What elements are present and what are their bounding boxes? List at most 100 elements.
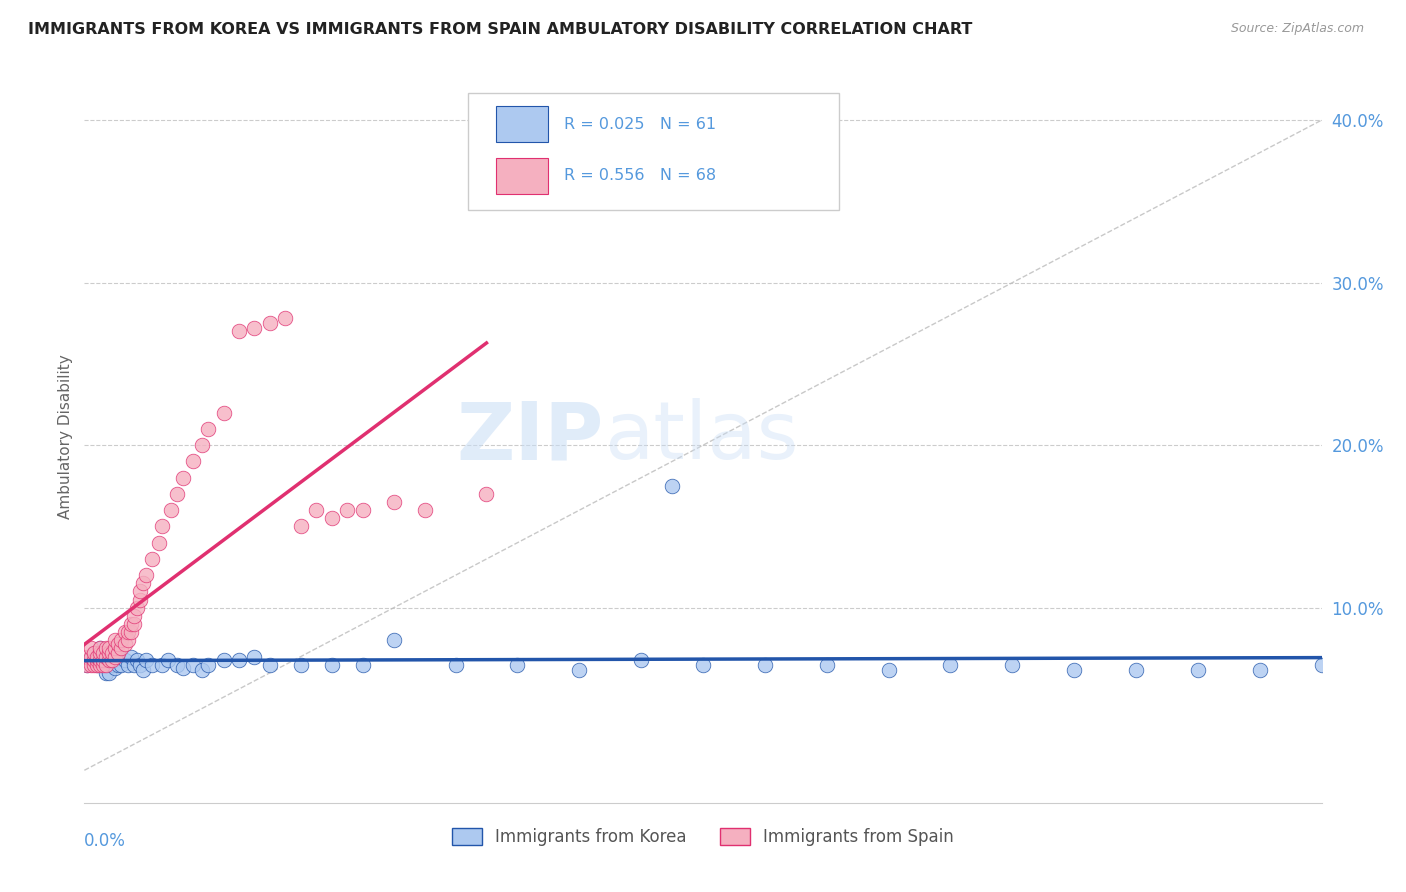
Point	[86, 657, 108, 672]
Y-axis label: Ambulatory Disability: Ambulatory Disability	[58, 355, 73, 519]
FancyBboxPatch shape	[496, 106, 548, 143]
Point	[101, 653, 124, 667]
Point	[101, 657, 124, 672]
Point	[197, 422, 219, 436]
Point	[352, 657, 374, 672]
Point	[125, 653, 148, 667]
Point	[83, 653, 105, 667]
Point	[104, 661, 127, 675]
Point	[91, 646, 114, 660]
Point	[107, 636, 129, 650]
Point	[181, 454, 204, 468]
Point	[120, 649, 142, 664]
Point	[132, 663, 155, 677]
Point	[172, 661, 194, 675]
Point	[1187, 663, 1209, 677]
Point	[135, 653, 157, 667]
Point	[129, 584, 152, 599]
Point	[117, 633, 139, 648]
Point	[135, 568, 157, 582]
Point	[89, 646, 111, 660]
Point	[150, 519, 173, 533]
Point	[305, 503, 328, 517]
Point	[104, 653, 127, 667]
Text: ZIP: ZIP	[457, 398, 605, 476]
Point	[156, 653, 179, 667]
Point	[104, 641, 127, 656]
Point	[1001, 657, 1024, 672]
Point	[83, 646, 105, 660]
Point	[132, 576, 155, 591]
Point	[94, 665, 117, 680]
Point	[877, 663, 900, 677]
Point	[141, 657, 163, 672]
Point	[122, 608, 145, 623]
Point	[506, 657, 529, 672]
Point	[290, 519, 312, 533]
Point	[212, 406, 235, 420]
Point	[110, 633, 132, 648]
Point	[91, 653, 114, 667]
Point	[114, 653, 136, 667]
Point	[259, 657, 281, 672]
Point	[129, 657, 152, 672]
Point	[939, 657, 962, 672]
Point	[98, 653, 121, 667]
Point	[160, 503, 183, 517]
Point	[98, 665, 121, 680]
Point	[382, 633, 405, 648]
Point	[568, 663, 591, 677]
Point	[98, 641, 121, 656]
Point	[191, 663, 214, 677]
Point	[197, 657, 219, 672]
Point	[110, 657, 132, 672]
Point	[79, 649, 101, 664]
Point	[98, 646, 121, 660]
Point	[166, 657, 188, 672]
Point	[83, 657, 105, 672]
Point	[120, 625, 142, 640]
Point	[94, 657, 117, 672]
Point	[243, 321, 266, 335]
Text: R = 0.025   N = 61: R = 0.025 N = 61	[564, 117, 716, 132]
Point	[754, 657, 776, 672]
Point	[76, 649, 98, 664]
Point	[89, 641, 111, 656]
Point	[148, 535, 170, 549]
Point	[76, 657, 98, 672]
Text: 0.0%: 0.0%	[84, 832, 127, 850]
Point	[352, 503, 374, 517]
Point	[141, 552, 163, 566]
Point	[259, 316, 281, 330]
Point	[1310, 657, 1333, 672]
Point	[1125, 663, 1147, 677]
Point	[101, 646, 124, 660]
Point	[79, 641, 101, 656]
Point	[630, 653, 652, 667]
Point	[94, 649, 117, 664]
FancyBboxPatch shape	[468, 94, 839, 211]
Text: atlas: atlas	[605, 398, 799, 476]
Point	[129, 592, 152, 607]
Point	[89, 641, 111, 656]
Text: R = 0.556   N = 68: R = 0.556 N = 68	[564, 168, 716, 183]
Point	[104, 649, 127, 664]
Point	[166, 487, 188, 501]
Point	[86, 653, 108, 667]
Point	[76, 657, 98, 672]
Point	[228, 653, 250, 667]
Point	[107, 657, 129, 672]
Point	[89, 657, 111, 672]
Point	[94, 641, 117, 656]
Point	[382, 495, 405, 509]
Point	[692, 657, 714, 672]
Point	[117, 657, 139, 672]
Point	[815, 657, 838, 672]
Point	[91, 646, 114, 660]
Point	[191, 438, 214, 452]
Point	[79, 657, 101, 672]
Point	[212, 653, 235, 667]
Point	[89, 653, 111, 667]
Point	[1063, 663, 1085, 677]
Point	[122, 657, 145, 672]
